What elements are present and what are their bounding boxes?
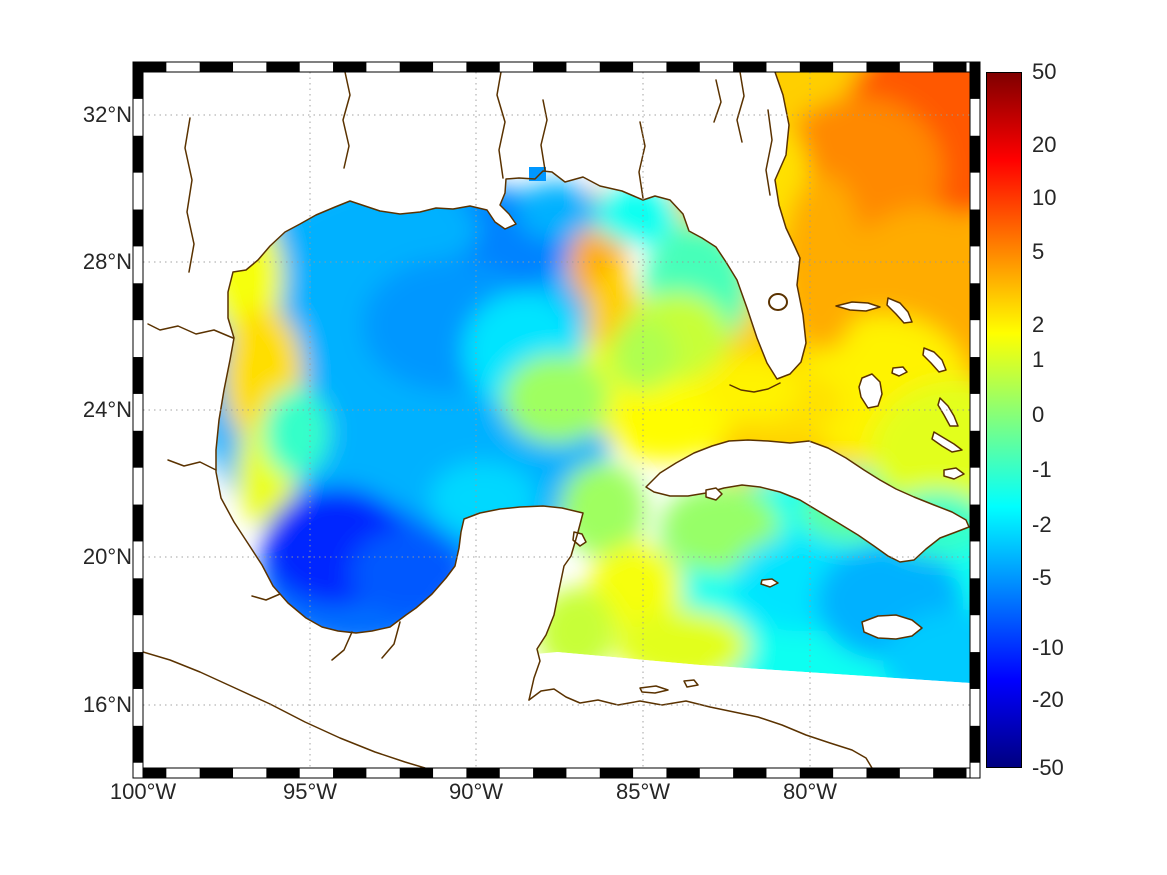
colorbar-tick-label: -2 (1032, 512, 1052, 538)
lon-tick-label: 95°W (282, 779, 338, 804)
lon-tick-label: 85°W (615, 779, 671, 804)
lat-tick-label: 32°N (82, 102, 132, 127)
lat-tick-label: 16°N (82, 692, 132, 717)
colorbar (986, 72, 1022, 768)
lon-tick-label: 80°W (782, 779, 838, 804)
anomaly-field (193, 72, 970, 713)
colorbar-tick-label: -20 (1032, 686, 1064, 712)
colorbar-tick-label: -1 (1032, 457, 1052, 483)
lat-tick-label: 20°N (82, 544, 132, 569)
colorbar-tick-label: 10 (1032, 184, 1057, 210)
colorbar-tick-label: 20 (1032, 132, 1057, 158)
colorbar-tick-label: -5 (1032, 564, 1052, 590)
colorbar-tick-label: 5 (1032, 239, 1045, 265)
lat-tick-label: 28°N (82, 249, 132, 274)
colorbar-tick-label: 0 (1032, 402, 1045, 428)
colorbar-tick-label: -10 (1032, 635, 1064, 661)
colorbar-gradient (987, 73, 1021, 767)
colorbar-tick-label: 50 (1032, 59, 1057, 84)
lat-tick-label: 24°N (82, 397, 132, 422)
lon-tick-label: 100°W (109, 779, 177, 804)
colorbar-tick-label: -50 (1032, 755, 1064, 780)
colorbar-tick-label: 2 (1032, 311, 1045, 337)
lon-tick-label: 90°W (448, 779, 504, 804)
colorbar-tick-label: 1 (1032, 347, 1045, 373)
